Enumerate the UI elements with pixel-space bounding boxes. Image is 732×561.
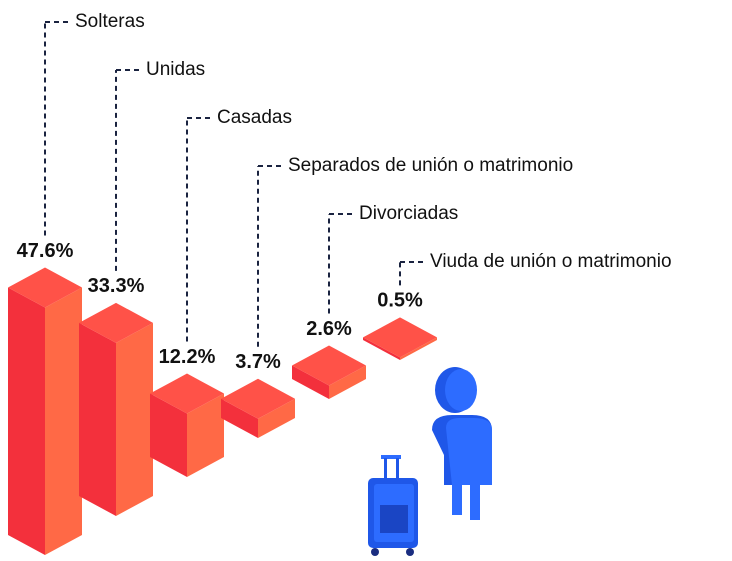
value-label: 3.7%	[235, 351, 281, 373]
bar-right-face	[116, 322, 153, 516]
bar-left-face	[79, 322, 116, 516]
bars: 47.6% Solteras 33.3% Unidas 12.2% Casadas 3.7%…	[8, 11, 672, 555]
bar	[221, 378, 295, 438]
value-label: 2.6%	[306, 318, 352, 340]
bar-top-face	[79, 302, 153, 343]
bar-top-face	[292, 345, 366, 386]
bar-top-face	[221, 378, 295, 419]
bar	[363, 317, 437, 360]
category-label: Solteras	[75, 11, 145, 32]
bar	[8, 267, 82, 555]
category-label: Divorciadas	[359, 203, 458, 224]
bar-top-face	[363, 317, 437, 358]
value-label: 33.3%	[88, 275, 145, 297]
bar-top-face	[150, 373, 224, 414]
category-label: Viuda de unión o matrimonio	[430, 251, 672, 272]
category-label: Casadas	[217, 107, 292, 128]
traveler-illustration	[432, 367, 492, 520]
bar-top-face	[8, 267, 82, 308]
category-label: Unidas	[146, 59, 205, 80]
bar	[292, 345, 366, 399]
value-label: 0.5%	[377, 290, 423, 312]
bar	[79, 302, 153, 516]
category-label: Separados de unión o matrimonio	[288, 155, 573, 176]
bar	[150, 373, 224, 477]
bar-left-face	[221, 398, 258, 438]
bar-right-face	[258, 398, 295, 438]
bar-left-face	[8, 287, 45, 555]
bar-left-face	[363, 337, 400, 360]
value-label: 12.2%	[159, 346, 216, 368]
bar-left-face	[292, 365, 329, 399]
suitcase-illustration	[368, 455, 418, 556]
bar-right-face	[400, 337, 437, 360]
bar-right-face	[45, 287, 82, 555]
bar-right-face	[329, 365, 366, 399]
bar-left-face	[150, 393, 187, 477]
value-label: 47.6%	[17, 240, 74, 262]
bar-right-face	[187, 393, 224, 477]
